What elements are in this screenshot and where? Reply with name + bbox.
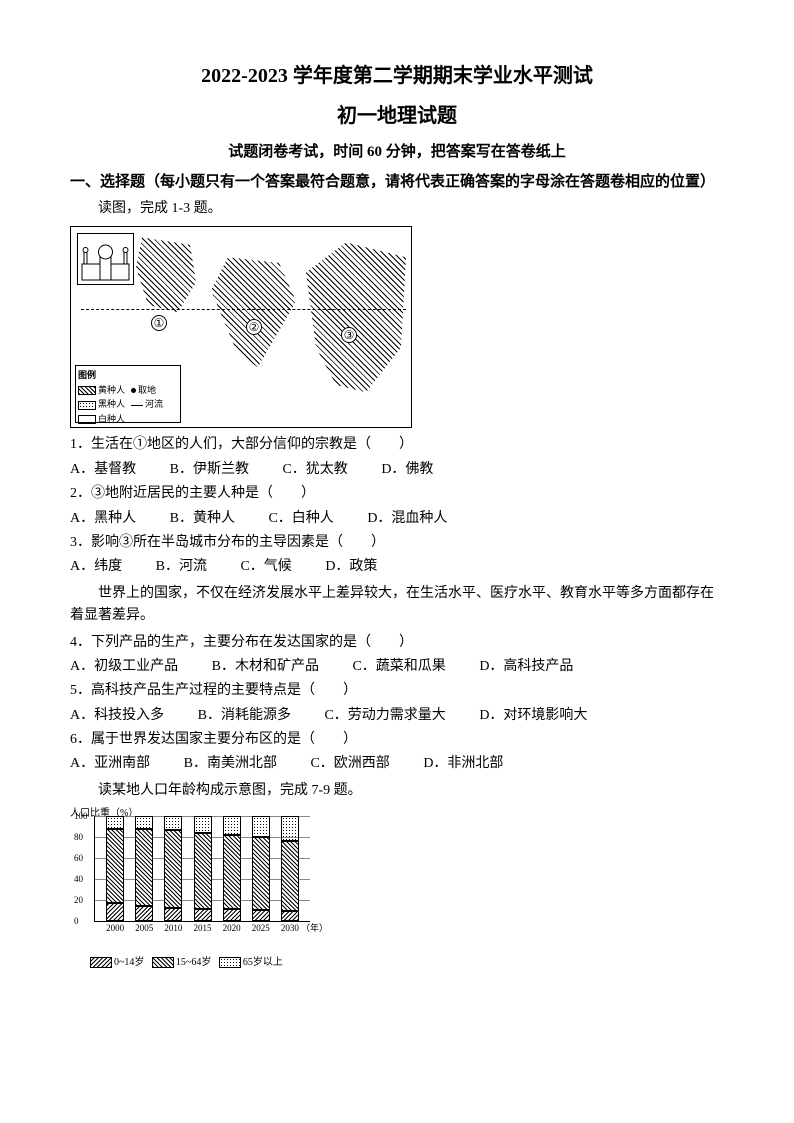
passage-1: 世界上的国家，不仅在经济发展水平上差异较大，在生活水平、医疗水平、教育水平等多方… xyxy=(70,583,724,628)
q6-opt-c[interactable]: C．欧洲西部 xyxy=(310,753,389,775)
q4-opt-c[interactable]: C．蔬菜和瓜果 xyxy=(352,656,445,678)
question-2: 2．③地附近居民的主要人种是（ ） xyxy=(70,483,724,505)
legend-title: 图例 xyxy=(78,370,96,380)
bar-group xyxy=(135,816,153,921)
xtick: 2025 xyxy=(252,921,270,935)
bar-group xyxy=(194,816,212,921)
bar-group xyxy=(223,816,241,921)
question-1: 1．生活在①地区的人们，大部分信仰的宗教是（ ） xyxy=(70,434,724,456)
map-legend: 图例 黄种人 取地 黑种人 河流 白种人 xyxy=(75,365,181,423)
population-chart: 人口比重（%） （年） 2000200520102015202020252030… xyxy=(70,808,320,953)
landmass-1 xyxy=(136,237,196,312)
q6-opt-a[interactable]: A．亚洲南部 xyxy=(70,753,150,775)
q2-opt-b[interactable]: B．黄种人 xyxy=(170,508,235,530)
chart-xunit: （年） xyxy=(301,921,328,935)
ytick: 60 xyxy=(74,851,83,865)
ytick: 20 xyxy=(74,893,83,907)
bar-group xyxy=(106,816,124,921)
landmass-3 xyxy=(306,242,406,392)
q2-opt-c[interactable]: C．白种人 xyxy=(268,508,333,530)
question-6-options: A．亚洲南部 B．南美洲北部 C．欧洲西部 D．非洲北部 xyxy=(70,753,724,775)
q6-opt-b[interactable]: B．南美洲北部 xyxy=(184,753,277,775)
q2-opt-a[interactable]: A．黑种人 xyxy=(70,508,136,530)
question-4: 4．下列产品的生产，主要分布在发达国家的是（ ） xyxy=(70,632,724,654)
q1-opt-d[interactable]: D．佛教 xyxy=(381,459,433,481)
xtick: 2030 xyxy=(281,921,299,935)
q4-opt-a[interactable]: A．初级工业产品 xyxy=(70,656,178,678)
xtick: 2020 xyxy=(223,921,241,935)
q5-opt-c[interactable]: C．劳动力需求量大 xyxy=(324,705,445,727)
legend-label-3: 白种人 xyxy=(98,414,125,424)
q5-opt-a[interactable]: A．科技投入多 xyxy=(70,705,164,727)
q4-opt-b[interactable]: B．木材和矿产品 xyxy=(212,656,319,678)
xtick: 2005 xyxy=(135,921,153,935)
question-3: 3．影响③所在半岛城市分布的主导因素是（ ） xyxy=(70,532,724,554)
bar-group xyxy=(281,816,299,921)
question-6: 6．属于世界发达国家主要分布区的是（ ） xyxy=(70,729,724,751)
map-marker-1: ① xyxy=(151,315,167,331)
q5-opt-d[interactable]: D．对环境影响大 xyxy=(479,705,587,727)
legend-young: 0~14岁 xyxy=(114,957,144,968)
building-icon xyxy=(77,233,134,285)
q3-opt-c[interactable]: C．气候 xyxy=(240,556,291,578)
question-5: 5．高科技产品生产过程的主要特点是（ ） xyxy=(70,680,724,702)
legend-side-1: 取地 xyxy=(138,385,156,395)
q1-opt-c[interactable]: C．犹太教 xyxy=(282,459,347,481)
question-2-options: A．黑种人 B．黄种人 C．白种人 D．混血种人 xyxy=(70,508,724,530)
ytick: 100 xyxy=(74,809,88,823)
landmass-2 xyxy=(211,257,296,367)
chart-legend: 0~14岁 15~64岁 65岁以上 xyxy=(90,955,724,971)
section-1-header: 一、选择题（每小题只有一个答案最符合题意，请将代表正确答案的字母涂在答题卷相应的… xyxy=(70,170,724,194)
chart-axes: （年） 2000200520102015202020252030 xyxy=(94,816,310,922)
bar-group xyxy=(164,816,182,921)
question-5-options: A．科技投入多 B．消耗能源多 C．劳动力需求量大 D．对环境影响大 xyxy=(70,705,724,727)
q2-opt-d[interactable]: D．混血种人 xyxy=(367,508,447,530)
ytick: 40 xyxy=(74,872,83,886)
exam-info: 试题闭卷考试，时间 60 分钟，把答案写在答卷纸上 xyxy=(70,140,724,164)
question-4-options: A．初级工业产品 B．木材和矿产品 C．蔬菜和瓜果 D．高科技产品 xyxy=(70,656,724,678)
legend-label-2: 黑种人 xyxy=(98,399,125,409)
q6-opt-d[interactable]: D．非洲北部 xyxy=(423,753,503,775)
q5-opt-b[interactable]: B．消耗能源多 xyxy=(198,705,291,727)
legend-label-1: 黄种人 xyxy=(98,385,125,395)
legend-side-2: 河流 xyxy=(145,399,163,409)
page-title-main: 2022-2023 学年度第二学期期末学业水平测试 xyxy=(70,60,724,92)
tropic-line xyxy=(81,309,406,310)
instruction-chart: 读某地人口年龄构成示意图，完成 7-9 题。 xyxy=(70,780,724,802)
question-1-options: A．基督教 B．伊斯兰教 C．犹太教 D．佛教 xyxy=(70,459,724,481)
legend-mid: 15~64岁 xyxy=(176,957,211,968)
ytick: 0 xyxy=(74,914,79,928)
bar-group xyxy=(252,816,270,921)
q1-opt-a[interactable]: A．基督教 xyxy=(70,459,136,481)
q1-opt-b[interactable]: B．伊斯兰教 xyxy=(170,459,249,481)
instruction-map: 读图，完成 1-3 题。 xyxy=(70,198,724,220)
q3-opt-b[interactable]: B．河流 xyxy=(156,556,207,578)
page-title-sub: 初一地理试题 xyxy=(70,100,724,132)
q3-opt-a[interactable]: A．纬度 xyxy=(70,556,122,578)
map-figure: ① ② ③ 图例 黄种人取地 黑种人河流 白种人 xyxy=(70,226,412,428)
legend-old: 65岁以上 xyxy=(243,957,283,968)
xtick: 2010 xyxy=(164,921,182,935)
xtick: 2015 xyxy=(194,921,212,935)
q3-opt-d[interactable]: D．政策 xyxy=(325,556,377,578)
ytick: 80 xyxy=(74,830,83,844)
question-3-options: A．纬度 B．河流 C．气候 D．政策 xyxy=(70,556,724,578)
q4-opt-d[interactable]: D．高科技产品 xyxy=(479,656,573,678)
xtick: 2000 xyxy=(106,921,124,935)
